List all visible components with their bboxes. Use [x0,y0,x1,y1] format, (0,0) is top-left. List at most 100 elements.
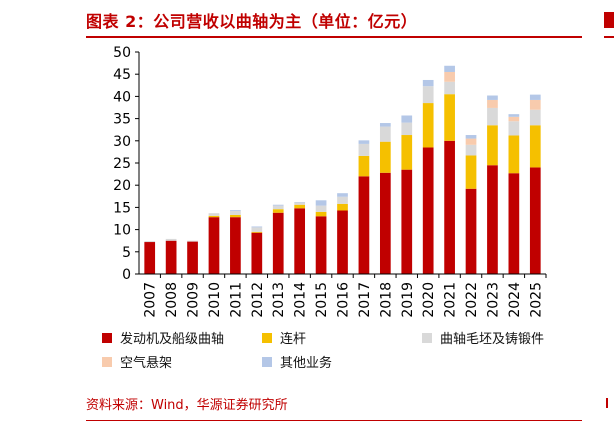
bar-segment-2020-s0 [422,147,434,274]
bar-segment-2017-s1 [358,155,370,177]
bar-segment-2023-s4 [487,95,498,100]
bar-segment-2025-s2 [529,109,541,126]
bar-segment-2012-s2 [251,227,263,232]
bar-segment-2024-s0 [508,173,520,274]
bar-segment-2023-s1 [487,125,498,166]
bar-segment-2011-s2 [230,210,241,215]
bar-segment-2009-s2 [187,240,198,242]
bar-segment-2022-s4 [465,135,477,139]
bar-segment-2022-s1 [465,155,477,189]
bar-segment-2022-s2 [465,144,477,156]
x-tick-label: 2015 [314,282,330,318]
source-note: 资料来源：Wind，华源证券研究所 [86,398,288,413]
bar-segment-2023-s3 [487,99,498,108]
bar-segment-2024-s2 [508,121,520,136]
x-tick-label: 2025 [528,282,544,318]
bar-segment-2024-s4 [508,114,520,117]
bar-segment-2019-s2 [401,122,413,136]
bar-segment-2011-s4 [230,210,241,211]
figure-frame: 图表 2：公司营收以曲轴为主（单位：亿元） 0 5 10 15 20 25 30 35 40 45… [86,0,582,424]
legend-swatch-other [262,356,272,367]
y-tick-label: 45 [113,67,131,83]
bar-segment-2016-s1 [337,203,348,211]
x-tick-label: 2021 [443,282,459,318]
bar-segment-2015-s4 [315,200,327,206]
y-tick-label: 15 [113,200,131,216]
legend-swatch-air-suspension [102,356,112,367]
bar-segment-2011-s0 [230,217,241,274]
legend-item-air-suspension: 空气悬架 [102,352,172,371]
bar-segment-2012-s4 [251,226,263,228]
x-tick-label: 2024 [507,282,523,318]
bar-segment-2012-s1 [251,231,263,233]
bar-segment-2014-s0 [294,208,306,274]
x-tick-label: 2023 [485,282,501,318]
bar-segment-2018-s1 [379,141,391,173]
bar-segment-2020-s4 [422,79,434,87]
x-tick-label: 2009 [186,282,202,318]
x-axis: 2007 2008 2009 2010 2011 2012 2013 2014 2015 2016… [139,273,547,318]
bar-segment-2020-s2 [422,86,434,104]
bar-segment-2025-s4 [529,94,541,100]
x-tick-label: 2007 [143,282,159,318]
x-tick-label: 2017 [357,282,373,318]
bar-segment-2016-s0 [337,210,348,274]
x-tick-label: 2011 [228,282,244,318]
bar-segment-2007-s0 [144,242,156,274]
bar-segment-2022-s0 [465,188,477,274]
x-tick-label: 2014 [293,282,309,318]
bar-segment-2015-s1 [315,211,327,217]
bar-group [144,65,541,274]
legend-swatch-blanks-forgings [422,332,432,343]
bar-segment-2022-s3 [465,138,477,145]
bar-segment-2024-s3 [508,116,520,122]
bar-segment-2021-s2 [444,81,455,95]
bar-segment-2017-s2 [358,143,370,156]
legend-item-connecting-rod: 连杆 [262,328,306,347]
y-tick-label: 20 [113,178,131,194]
title-rule [86,36,582,38]
legend-item-other: 其他业务 [262,352,332,371]
bar-segment-2012-s0 [251,232,263,274]
legend-label-other: 其他业务 [280,356,333,371]
bar-segment-2021-s1 [444,94,455,141]
y-tick-label: 10 [113,223,131,239]
legend-item-crankshaft: 发动机及船级曲轴 [102,328,224,347]
y-tick-label: 30 [113,134,131,150]
bar-segment-2016-s2 [337,196,348,204]
bar-segment-2010-s2 [208,213,220,216]
y-tick-label: 0 [122,267,131,283]
bar-segment-2021-s0 [444,140,455,274]
bar-segment-2013-s4 [272,204,284,206]
bar-segment-2014-s1 [294,204,306,209]
x-tick-label: 2022 [464,282,480,318]
bar-segment-2019-s4 [401,115,413,123]
bar-segment-2025-s1 [529,125,541,168]
bar-segment-2019-s0 [401,169,413,274]
bar-segment-2015-s2 [315,205,327,212]
x-tick-label: 2010 [207,282,223,318]
bar-segment-2017-s0 [358,176,370,274]
x-tick-label: 2013 [271,282,287,318]
x-tick-label: 2016 [336,282,352,318]
y-tick-label: 50 [113,45,131,61]
legend-swatch-connecting-rod [262,332,272,343]
bar-segment-2007-s2 [144,241,156,243]
bar-segment-2010-s1 [208,215,220,218]
legend-item-blanks-forgings: 曲轴毛坯及铸锻件 [422,328,544,347]
bar-segment-2018-s0 [379,172,391,274]
bar-segment-2018-s4 [379,123,391,127]
y-tick-label: 40 [113,89,131,105]
bar-segment-2008-s0 [165,240,177,274]
bar-segment-2025-s3 [529,99,541,110]
y-axis: 0 5 10 15 20 25 30 35 40 45 50 [113,45,140,283]
y-tick-label: 5 [122,245,131,261]
bar-segment-2008-s2 [165,238,177,241]
bar-segment-2013-s1 [272,209,284,213]
legend-swatch-crankshaft [102,332,112,343]
bar-segment-2013-s2 [272,205,284,210]
legend-label-blanks-forgings: 曲轴毛坯及铸锻件 [440,332,545,347]
bar-segment-2016-s4 [337,193,348,197]
x-tick-label: 2008 [164,282,180,318]
